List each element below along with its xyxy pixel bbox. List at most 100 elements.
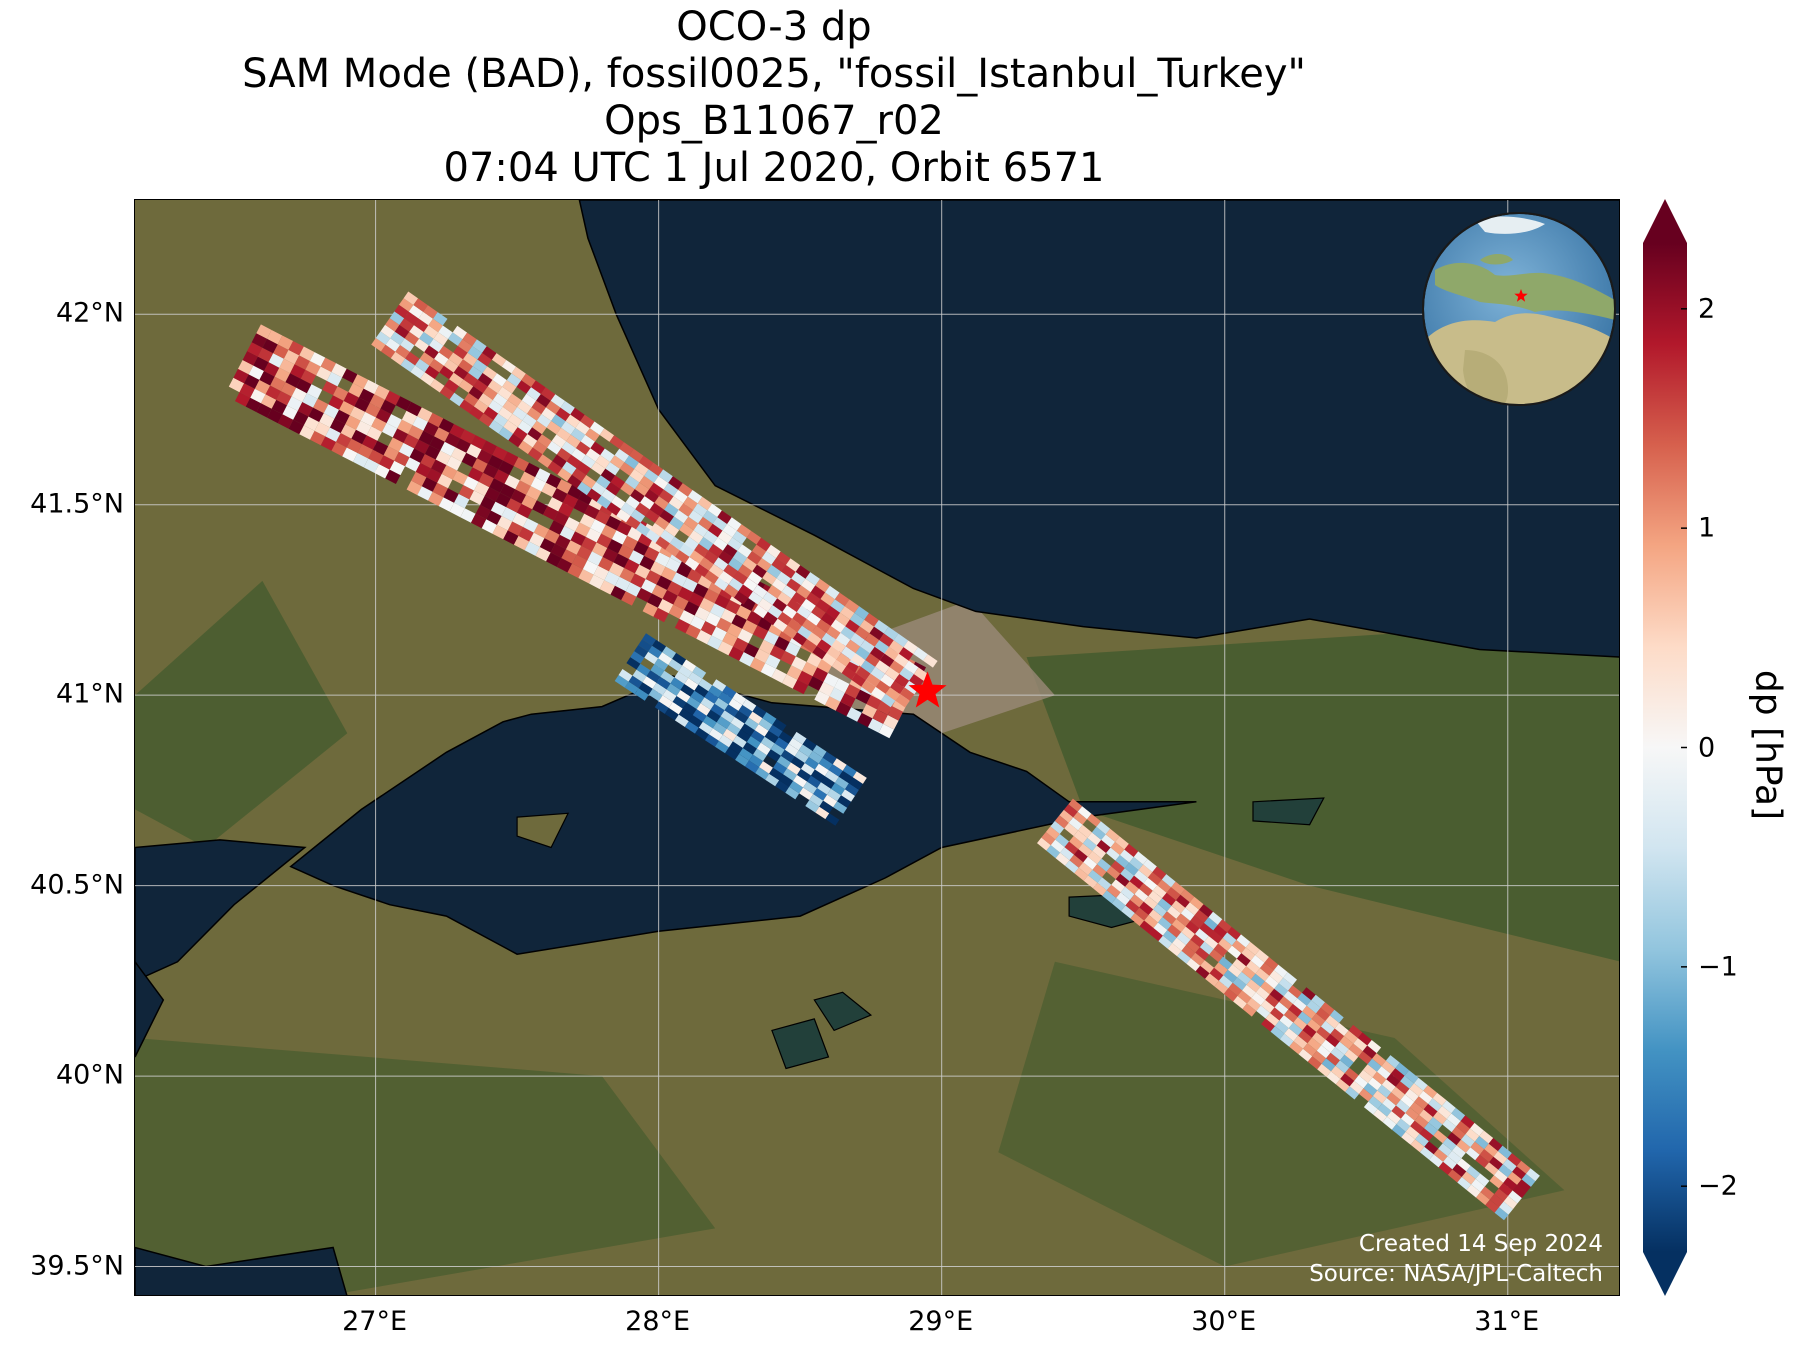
- dp-sounding-cell: [256, 403, 272, 418]
- dp-sounding-cell: [850, 633, 865, 647]
- dp-sounding-cell: [523, 518, 539, 533]
- dp-sounding-cell: [802, 639, 817, 653]
- title-line-3: Ops_B11067_r02: [604, 98, 944, 144]
- dp-sounding-cell: [865, 673, 881, 687]
- dp-sounding-cell: [342, 447, 358, 462]
- dp-sounding-cell: [600, 448, 615, 462]
- dp-sounding-cell: [571, 448, 586, 462]
- dp-sounding-cell: [787, 618, 802, 633]
- dp-sounding-cell: [596, 533, 612, 548]
- dp-sounding-cell: [502, 380, 517, 394]
- dp-sounding-cell: [639, 555, 655, 571]
- dp-sounding-cell: [814, 690, 830, 706]
- dp-sounding-cell: [242, 351, 258, 366]
- dp-sounding-cell: [747, 571, 763, 585]
- dp-sounding-cell: [586, 488, 602, 502]
- dp-sounding-cell: [780, 650, 796, 666]
- dp-sounding-cell: [557, 468, 572, 482]
- dp-sounding-cell: [714, 594, 730, 609]
- y-tick-label: 41.5°N: [30, 488, 124, 520]
- dp-sounding-cell: [733, 591, 749, 605]
- dp-sounding-cell: [478, 373, 493, 387]
- dp-sounding-cell: [248, 365, 264, 380]
- dp-sounding-cell: [1498, 1182, 1513, 1196]
- dp-sounding-cell: [1083, 856, 1098, 870]
- dp-sounding-cell: [1414, 1077, 1428, 1091]
- dp-sounding-cell: [1050, 820, 1065, 834]
- dp-sounding-cell: [684, 721, 699, 734]
- dp-sounding-cell: [348, 383, 364, 398]
- dp-sounding-cell: [1129, 875, 1144, 889]
- dp-sounding-cell: [606, 502, 621, 516]
- globe-inset: [1422, 212, 1616, 406]
- dp-sounding-cell: [1512, 1166, 1527, 1180]
- dp-sounding-cell: [834, 592, 850, 607]
- dp-sounding-cell: [1237, 971, 1252, 985]
- dp-sounding-cell: [1353, 1038, 1368, 1052]
- dp-sounding-cell: [771, 668, 787, 684]
- dp-sounding-cell: [619, 567, 635, 583]
- dp-sounding-cell: [720, 608, 737, 624]
- dp-sounding-cell: [1115, 873, 1130, 887]
- dp-sounding-cell: [1241, 966, 1256, 980]
- dp-sounding-cell: [1270, 1026, 1285, 1040]
- dp-sounding-cell: [855, 689, 871, 704]
- dp-sounding-cell: [704, 570, 719, 585]
- dp-sounding-cell: [811, 625, 827, 640]
- dp-sounding-cell: [1102, 890, 1117, 904]
- dp-sounding-cell: [1045, 826, 1060, 840]
- dp-sounding-cell: [655, 536, 670, 550]
- dp-sounding-cell: [257, 347, 274, 363]
- dp-sounding-cell: [310, 430, 326, 446]
- map-panel[interactable]: [134, 199, 1620, 1296]
- dp-sounding-cell: [1447, 1132, 1461, 1146]
- dp-sounding-cell: [1363, 1101, 1378, 1115]
- dp-sounding-cell: [841, 646, 856, 660]
- dp-sounding-cell: [732, 735, 747, 748]
- dp-sounding-cell: [756, 537, 771, 552]
- dp-sounding-cell: [595, 510, 611, 525]
- dp-sounding-cell: [1316, 1045, 1331, 1059]
- dp-sounding-cell: [1096, 839, 1111, 853]
- dp-sounding-cell: [698, 537, 714, 551]
- dp-sounding-cell: [705, 734, 719, 747]
- dp-sounding-cell: [752, 564, 767, 579]
- dp-sounding-cell: [1218, 956, 1233, 970]
- dp-sounding-cell: [792, 612, 807, 626]
- dp-sounding-cell: [1129, 857, 1144, 871]
- dp-sounding-cell: [698, 721, 713, 735]
- dp-sounding-cell: [419, 352, 435, 366]
- dp-sounding-cell: [564, 517, 580, 532]
- dp-sounding-cell: [549, 520, 565, 535]
- dp-sounding-cell: [580, 414, 595, 429]
- dp-sounding-cell: [831, 659, 847, 674]
- dp-sounding-cell: [228, 377, 245, 393]
- dp-sounding-cell: [1074, 867, 1089, 881]
- dp-sounding-cell: [531, 400, 546, 415]
- dp-sounding-cell: [875, 680, 891, 694]
- dp-sounding-cell: [1489, 1156, 1503, 1170]
- dp-sounding-cell: [394, 304, 409, 319]
- dp-sounding-cell: [482, 346, 497, 360]
- dp-sounding-cell: [619, 462, 635, 476]
- dp-sounding-cell: [614, 448, 630, 463]
- dp-sounding-cell: [1357, 1032, 1372, 1046]
- map-canvas[interactable]: [135, 200, 1620, 1296]
- dp-sounding-cell: [690, 615, 706, 630]
- dp-sounding-cell: [419, 332, 434, 346]
- dp-sounding-cell: [1059, 809, 1074, 823]
- dp-sounding-cell: [614, 675, 629, 688]
- dp-sounding-cell: [294, 355, 310, 370]
- dp-sounding-cell: [300, 369, 317, 385]
- dp-sounding-cell: [363, 379, 379, 395]
- dp-sounding-cell: [449, 392, 465, 407]
- dp-sounding-cell: [1330, 1028, 1345, 1042]
- globe-scandinavia: [1480, 254, 1513, 265]
- dp-sounding-cell: [345, 415, 361, 430]
- dp-sounding-cell: [1373, 1109, 1387, 1123]
- dp-sounding-cell: [1382, 1097, 1396, 1111]
- dp-sounding-cell: [1279, 996, 1293, 1010]
- dp-sounding-cell: [903, 640, 918, 654]
- dp-sounding-cell: [1205, 973, 1219, 987]
- dp-sounding-cell: [1139, 920, 1154, 934]
